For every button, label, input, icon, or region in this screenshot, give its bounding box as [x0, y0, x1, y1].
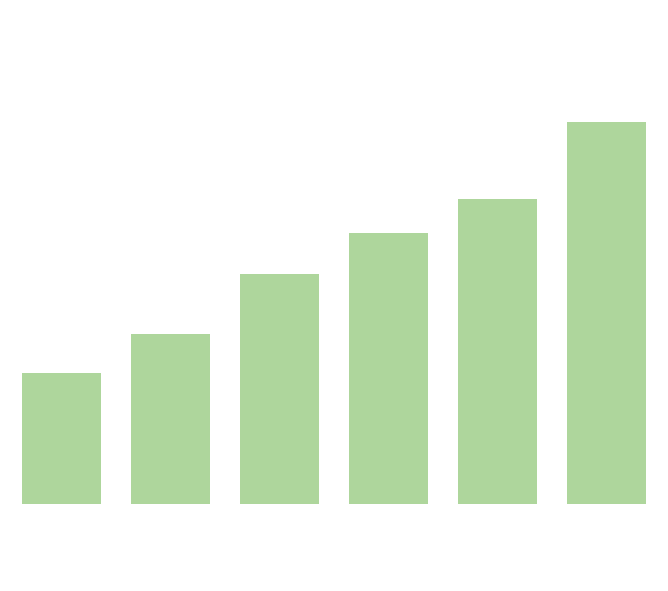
- bar-3: [240, 274, 319, 504]
- bar-4: [349, 233, 428, 504]
- bar-5: [458, 199, 537, 504]
- bar-1: [22, 373, 101, 504]
- bar-2: [131, 334, 210, 504]
- bar-6: [567, 122, 646, 504]
- bars-group: [22, 122, 646, 504]
